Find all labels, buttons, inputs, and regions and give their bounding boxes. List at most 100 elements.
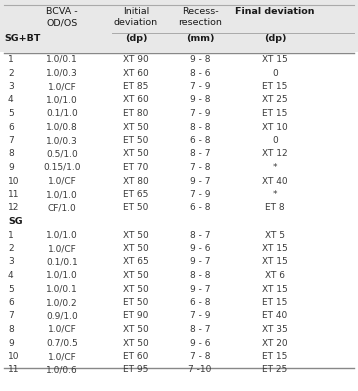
- Text: 12: 12: [8, 203, 19, 212]
- Text: XT 50: XT 50: [123, 271, 149, 280]
- Text: 7: 7: [8, 312, 14, 321]
- Text: SG: SG: [8, 217, 23, 226]
- Text: Recess-
resection: Recess- resection: [178, 7, 222, 27]
- Text: *: *: [273, 163, 277, 172]
- Text: XT 12: XT 12: [262, 149, 288, 158]
- Text: 7 - 8: 7 - 8: [190, 352, 210, 361]
- Text: 1.0/0.6: 1.0/0.6: [46, 366, 78, 375]
- Text: XT 5: XT 5: [265, 231, 285, 240]
- Text: 1.0/0.3: 1.0/0.3: [46, 68, 78, 77]
- Text: 1.0/0.1: 1.0/0.1: [46, 285, 78, 294]
- Text: ET 85: ET 85: [123, 82, 149, 91]
- Text: 4: 4: [8, 271, 14, 280]
- Text: XT 6: XT 6: [265, 271, 285, 280]
- Text: 5: 5: [8, 109, 14, 118]
- Text: XT 60: XT 60: [123, 68, 149, 77]
- Text: BCVA -
OD/OS: BCVA - OD/OS: [46, 7, 78, 27]
- Text: 1.0/1.0: 1.0/1.0: [46, 231, 78, 240]
- Text: (dp): (dp): [125, 34, 147, 43]
- Text: XT 60: XT 60: [123, 95, 149, 104]
- Text: XT 90: XT 90: [123, 55, 149, 64]
- Text: XT 35: XT 35: [262, 325, 288, 334]
- Text: ET 90: ET 90: [123, 312, 149, 321]
- Text: Final deviation: Final deviation: [235, 7, 315, 16]
- Text: 11: 11: [8, 190, 19, 199]
- Text: XT 15: XT 15: [262, 258, 288, 267]
- Text: 1.0/CF: 1.0/CF: [48, 325, 76, 334]
- Text: ET 25: ET 25: [262, 366, 287, 375]
- Text: 9: 9: [8, 163, 14, 172]
- Text: 0.9/1.0: 0.9/1.0: [46, 312, 78, 321]
- Text: 8 - 8: 8 - 8: [190, 122, 210, 131]
- Text: XT 15: XT 15: [262, 55, 288, 64]
- Text: 9 - 7: 9 - 7: [190, 285, 210, 294]
- Text: 9 - 8: 9 - 8: [190, 55, 210, 64]
- Text: 6: 6: [8, 122, 14, 131]
- Text: ET 15: ET 15: [262, 82, 288, 91]
- Text: 7 - 9: 7 - 9: [190, 82, 210, 91]
- Text: 9 - 6: 9 - 6: [190, 244, 210, 253]
- Text: 7 - 8: 7 - 8: [190, 163, 210, 172]
- Text: (mm): (mm): [186, 34, 214, 43]
- Text: 1.0/1.0: 1.0/1.0: [46, 190, 78, 199]
- Text: 1.0/CF: 1.0/CF: [48, 176, 76, 185]
- Text: ET 8: ET 8: [265, 203, 285, 212]
- Text: ET 15: ET 15: [262, 109, 288, 118]
- Text: 3: 3: [8, 82, 14, 91]
- Text: 7: 7: [8, 136, 14, 145]
- Text: XT 25: XT 25: [262, 95, 288, 104]
- Text: Initial
deviation: Initial deviation: [114, 7, 158, 27]
- Text: ET 50: ET 50: [123, 136, 149, 145]
- Text: (dp): (dp): [264, 34, 286, 43]
- Text: XT 50: XT 50: [123, 244, 149, 253]
- Text: 2: 2: [8, 244, 14, 253]
- Text: 7 - 9: 7 - 9: [190, 312, 210, 321]
- Text: 8: 8: [8, 149, 14, 158]
- Text: 0: 0: [272, 136, 278, 145]
- Text: 8 - 8: 8 - 8: [190, 271, 210, 280]
- Text: 0.15/1.0: 0.15/1.0: [43, 163, 81, 172]
- Text: ET 95: ET 95: [123, 366, 149, 375]
- Text: ET 50: ET 50: [123, 298, 149, 307]
- Text: 8 - 7: 8 - 7: [190, 231, 210, 240]
- Text: 8 - 7: 8 - 7: [190, 325, 210, 334]
- Text: 1.0/1.0: 1.0/1.0: [46, 271, 78, 280]
- Text: XT 50: XT 50: [123, 339, 149, 348]
- Text: 1.0/0.3: 1.0/0.3: [46, 136, 78, 145]
- Text: ET 40: ET 40: [262, 312, 287, 321]
- Text: 4: 4: [8, 95, 14, 104]
- Text: 0: 0: [272, 68, 278, 77]
- Text: 0.5/1.0: 0.5/1.0: [46, 149, 78, 158]
- Text: 0.1/0.1: 0.1/0.1: [46, 258, 78, 267]
- Text: 8 - 7: 8 - 7: [190, 149, 210, 158]
- Text: 1.0/CF: 1.0/CF: [48, 244, 76, 253]
- Text: 10: 10: [8, 176, 19, 185]
- Text: 6: 6: [8, 298, 14, 307]
- Text: 0.1/1.0: 0.1/1.0: [46, 109, 78, 118]
- Text: XT 50: XT 50: [123, 149, 149, 158]
- Text: XT 20: XT 20: [262, 339, 288, 348]
- Text: 7 - 9: 7 - 9: [190, 109, 210, 118]
- Text: 8: 8: [8, 325, 14, 334]
- Text: XT 50: XT 50: [123, 285, 149, 294]
- Text: 1.0/CF: 1.0/CF: [48, 352, 76, 361]
- Text: ET 50: ET 50: [123, 203, 149, 212]
- Text: 1.0/0.1: 1.0/0.1: [46, 55, 78, 64]
- Text: *: *: [273, 190, 277, 199]
- Text: 6 - 8: 6 - 8: [190, 298, 210, 307]
- Text: 1: 1: [8, 55, 14, 64]
- Text: ET 60: ET 60: [123, 352, 149, 361]
- Text: CF/1.0: CF/1.0: [48, 203, 76, 212]
- Text: 7 - 9: 7 - 9: [190, 190, 210, 199]
- Text: 2: 2: [8, 68, 14, 77]
- Text: 9 - 7: 9 - 7: [190, 176, 210, 185]
- Text: 1.0/0.2: 1.0/0.2: [46, 298, 78, 307]
- Text: 8 - 6: 8 - 6: [190, 68, 210, 77]
- Text: 1.0/1.0: 1.0/1.0: [46, 95, 78, 104]
- Text: 9 - 7: 9 - 7: [190, 258, 210, 267]
- Text: XT 15: XT 15: [262, 285, 288, 294]
- Text: ET 15: ET 15: [262, 298, 288, 307]
- Text: 0.7/0.5: 0.7/0.5: [46, 339, 78, 348]
- Text: 6 - 8: 6 - 8: [190, 136, 210, 145]
- Text: 7 -10: 7 -10: [188, 366, 212, 375]
